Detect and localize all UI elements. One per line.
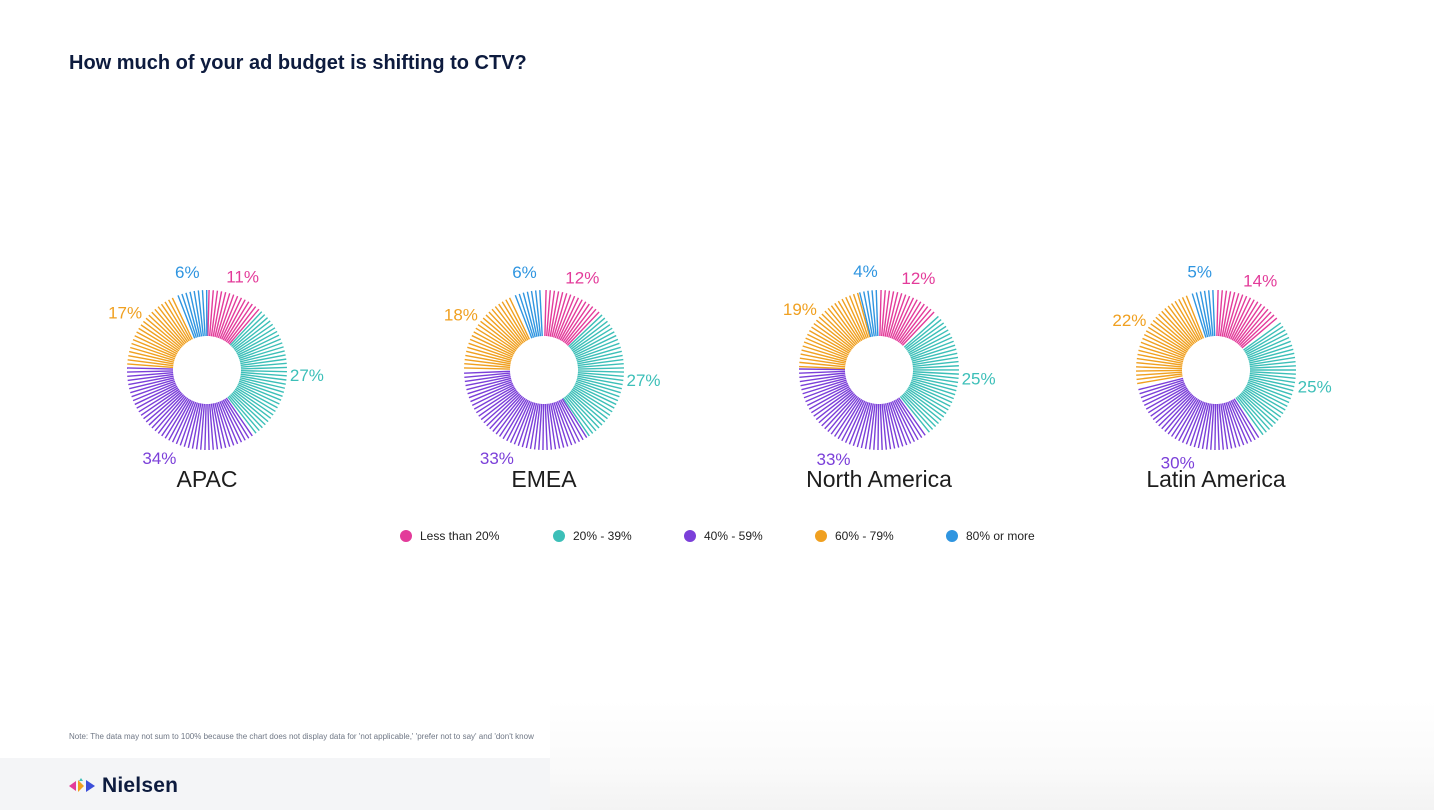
data-label: 33% <box>480 449 514 468</box>
slice-latin-america-4 <box>1191 290 1216 338</box>
legend-label: 80% or more <box>966 529 1035 543</box>
slice-latin-america-3 <box>1136 295 1205 385</box>
slice-north-america-2 <box>799 368 926 450</box>
legend-item: 20% - 39% <box>553 526 632 546</box>
data-label: 19% <box>783 300 817 319</box>
donut-charts: 11% 27% 34% 17% 6% APAC 12% 27% 33% 18% 6% EMEA 12% 2… <box>108 262 1332 492</box>
slice-emea-3 <box>464 297 530 370</box>
slice-apac-3 <box>127 297 193 369</box>
legend-item: 60% - 79% <box>815 526 894 546</box>
legend-label: Less than 20% <box>420 529 500 543</box>
legend-label: 60% - 79% <box>835 529 894 543</box>
footer-background <box>550 700 1434 810</box>
slice-north-america-1 <box>899 315 960 433</box>
slice-apac-0 <box>207 290 260 345</box>
legend-label: 20% - 39% <box>573 529 632 543</box>
legend-swatch <box>400 530 412 542</box>
nielsen-logo-icon <box>69 778 95 792</box>
data-label: 34% <box>142 449 176 468</box>
data-label: 11% <box>226 268 259 287</box>
slice-latin-america-2 <box>1138 377 1260 450</box>
slice-north-america-4 <box>858 290 879 338</box>
data-label: 6% <box>175 263 200 282</box>
legend-label: 40% - 59% <box>704 529 763 543</box>
brand-name: Nielsen <box>102 774 179 797</box>
data-label: 18% <box>444 305 478 324</box>
slice-emea-2 <box>464 370 588 450</box>
footnote: Note: The data may not sum to 100% becau… <box>69 732 534 741</box>
slice-apac-4 <box>177 289 208 339</box>
slice-latin-america-1 <box>1235 322 1296 436</box>
legend-swatch <box>815 530 827 542</box>
data-label: 14% <box>1243 271 1277 290</box>
data-label: 27% <box>290 366 324 385</box>
data-label: 12% <box>565 269 599 288</box>
data-label: 4% <box>853 262 878 281</box>
legend-item: 80% or more <box>946 526 1035 546</box>
region-label: North America <box>806 466 952 492</box>
slice-apac-2 <box>127 367 253 450</box>
slice-north-america-3 <box>799 292 871 370</box>
data-label: 5% <box>1187 262 1212 281</box>
slice-apac-1 <box>227 311 287 434</box>
data-label: 27% <box>626 371 660 390</box>
slice-emea-0 <box>544 290 600 346</box>
data-label: 22% <box>1112 311 1146 330</box>
slice-latin-america-0 <box>1216 290 1278 349</box>
region-label: APAC <box>177 466 238 492</box>
data-label: 17% <box>108 304 142 323</box>
slice-emea-4 <box>514 290 543 339</box>
legend-item: Less than 20% <box>400 526 499 546</box>
slice-north-america-0 <box>879 290 935 346</box>
nielsen-logo: Nielsen <box>69 773 178 799</box>
legend-item: 40% - 59% <box>684 526 763 546</box>
data-label: 6% <box>512 263 537 282</box>
data-label: 30% <box>1161 453 1195 472</box>
region-label: EMEA <box>511 466 577 492</box>
legend-swatch <box>946 530 958 542</box>
region-label: Latin America <box>1146 466 1286 492</box>
slice-emea-1 <box>562 314 624 437</box>
data-label: 33% <box>816 450 850 469</box>
chart-legend: Less than 20% 20% - 39% 40% - 59% 60% - 79%… <box>0 526 1434 548</box>
page-title: How much of your ad budget is shifting t… <box>69 52 527 74</box>
data-label: 25% <box>1298 377 1332 396</box>
data-label: 25% <box>962 369 996 388</box>
legend-swatch <box>553 530 565 542</box>
legend-swatch <box>684 530 696 542</box>
data-label: 12% <box>901 269 935 288</box>
